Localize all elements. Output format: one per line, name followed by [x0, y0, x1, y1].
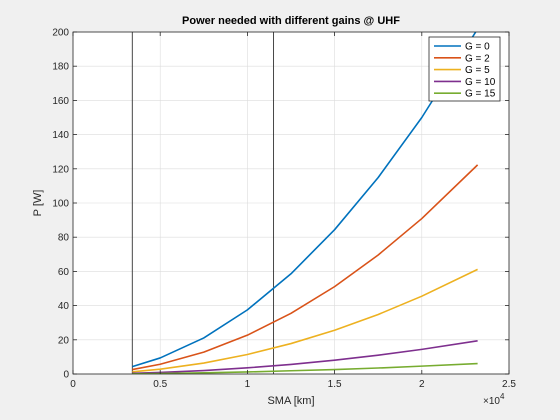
- series-line: [132, 362, 478, 374]
- x-tick-label: 2.5: [502, 379, 516, 390]
- x-tick-label: 1.5: [328, 379, 342, 390]
- y-tick-label: 100: [52, 199, 69, 210]
- x-tick-label: 0.5: [153, 379, 167, 390]
- series-line: [132, 268, 478, 373]
- series-line: [132, 164, 479, 371]
- x-exponent-label: ×104: [483, 392, 505, 407]
- series-line: [132, 340, 478, 374]
- y-tick-label: 120: [52, 164, 69, 175]
- y-tick-label: 140: [52, 130, 69, 141]
- ticks: 0 0.5 1 1.5 2 2.5 0 20 40 60 80 100 120 140 160 180 200: [52, 28, 516, 391]
- x-tick-label: 2: [419, 379, 425, 390]
- legend-label: G = 10: [465, 77, 496, 88]
- grid: [72, 31, 510, 375]
- y-tick-label: 200: [52, 28, 69, 39]
- x-exponent-base: ×10: [483, 396, 500, 407]
- y-axis-label: P [W]: [32, 190, 44, 217]
- legend-label: G = 0: [465, 42, 490, 53]
- vertical-lines: [131, 32, 275, 374]
- legend: G = 0G = 2G = 5G = 10G = 15: [428, 36, 501, 102]
- y-tick-label: 40: [58, 301, 70, 312]
- y-tick-label: 60: [58, 267, 70, 278]
- series-line: [132, 32, 477, 368]
- y-tick-label: 0: [63, 370, 69, 381]
- chart-title: Power needed with different gains @ UHF: [182, 15, 400, 27]
- y-tick-label: 80: [58, 233, 70, 244]
- legend-label: G = 5: [465, 65, 490, 76]
- legend-label: G = 2: [465, 53, 490, 64]
- x-axis-label: SMA [km]: [267, 395, 314, 407]
- y-tick-label: 160: [52, 96, 69, 107]
- legend-label: G = 15: [465, 89, 496, 100]
- legend-items: G = 0G = 2G = 5G = 10G = 15: [434, 42, 496, 100]
- y-tick-label: 180: [52, 62, 69, 73]
- x-exponent-power: 4: [500, 392, 505, 401]
- y-tick-label: 20: [58, 335, 70, 346]
- x-tick-label: 0: [70, 379, 76, 390]
- series-lines: [132, 32, 479, 374]
- x-tick-label: 1: [245, 379, 251, 390]
